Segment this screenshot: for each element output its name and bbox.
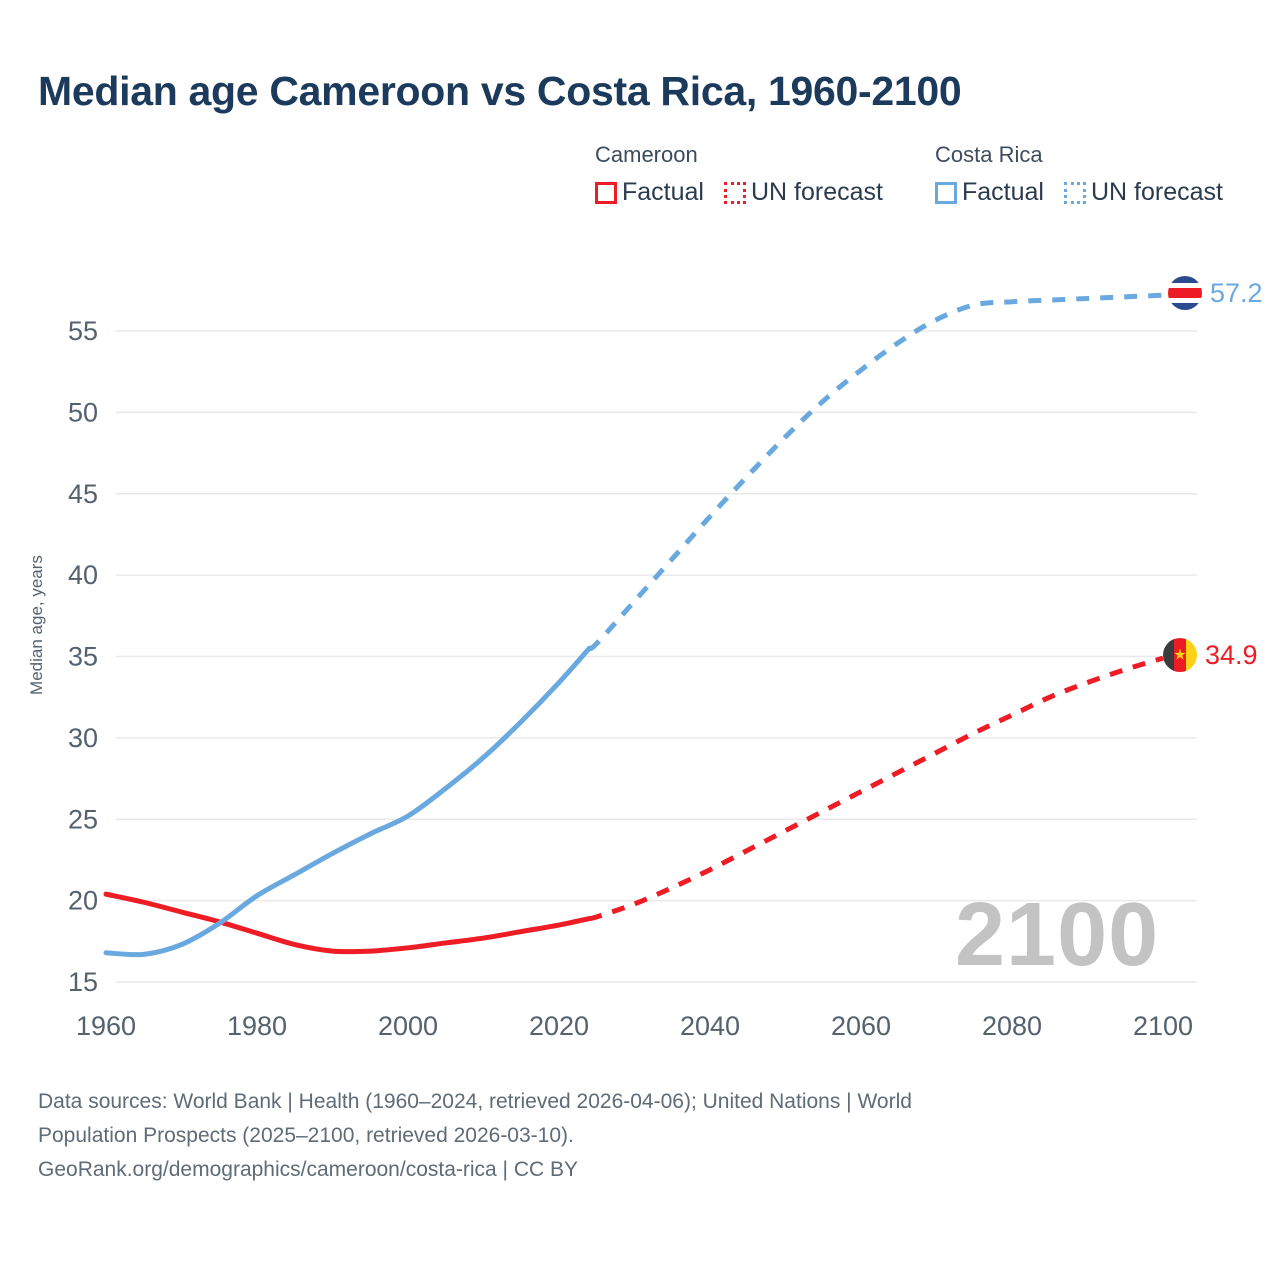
forecast-line xyxy=(587,292,1164,652)
series-cameroon xyxy=(103,655,1164,955)
y-tick-label: 50 xyxy=(68,397,98,427)
y-tick-label: 20 xyxy=(68,886,98,916)
footer-line-2: Population Prospects (2025–2100, retriev… xyxy=(38,1124,574,1147)
legend-item-costa-rica-forecast[interactable]: UN forecast xyxy=(1063,178,1223,206)
forecast-line xyxy=(588,655,1164,922)
year-watermark: 2100 xyxy=(955,885,1160,985)
legend-group-costa-rica: Costa Rica Factual UN forecast xyxy=(935,142,1223,205)
series-costa-rica xyxy=(103,292,1164,958)
legend-item-costa-rica-factual[interactable]: Factual xyxy=(935,180,1044,205)
y-tick-label: 30 xyxy=(68,723,98,753)
y-tick-label: 25 xyxy=(68,804,98,834)
y-tick-label: 15 xyxy=(68,967,98,997)
factual-line xyxy=(103,645,592,958)
end-label-costa-rica: 57.2 xyxy=(1168,276,1263,310)
x-tick-labels: 1960 1980 2000 2020 2040 2060 2080 2100 xyxy=(76,1011,1193,1041)
legend-label-cameroon-factual: Factual xyxy=(622,178,704,206)
x-tick-label: 2060 xyxy=(831,1011,891,1041)
x-tick-label: 2000 xyxy=(378,1011,438,1041)
legend-item-cameroon-factual[interactable]: Factual xyxy=(595,180,704,205)
cameroon-flag-icon: ★ xyxy=(1163,638,1197,672)
factual-line xyxy=(103,891,592,955)
x-tick-label: 1980 xyxy=(227,1011,287,1041)
y-tick-label: 55 xyxy=(68,316,98,346)
y-tick-label: 40 xyxy=(68,560,98,590)
legend-label-costa-rica-forecast: UN forecast xyxy=(1090,178,1223,206)
star-icon: ★ xyxy=(1173,646,1187,664)
end-label-cameroon: ★ 34.9 xyxy=(1163,638,1258,672)
y-axis-title: Median age, years xyxy=(27,555,46,695)
legend-swatch-dotted-icon xyxy=(723,181,746,204)
x-tick-label: 2040 xyxy=(680,1011,740,1041)
y-gridlines: 15 20 25 30 35 40 45 50 55 xyxy=(68,316,1197,997)
costa-rica-flag-icon xyxy=(1168,276,1202,310)
end-value-costa-rica: 57.2 xyxy=(1210,277,1263,308)
legend-group-cameroon: Cameroon Factual UN forecast xyxy=(595,142,883,205)
legend-swatch-dotted-icon xyxy=(1063,181,1086,204)
plot-svg: 15 20 25 30 35 40 45 50 55 1960 1980 2000 2020 2040 20… xyxy=(68,292,1197,1041)
x-tick-label: 2100 xyxy=(1133,1011,1193,1041)
x-tick-label: 2080 xyxy=(982,1011,1042,1041)
legend-swatch-solid-icon xyxy=(595,181,617,204)
legend-swatch-solid-icon xyxy=(935,181,957,204)
plot-area: 15 20 25 30 35 40 45 50 55 1960 1980 2000 2020 2040 20… xyxy=(27,292,1197,1041)
legend-country-name-cameroon: Cameroon xyxy=(595,142,698,167)
page-title: Median age Cameroon vs Costa Rica, 1960-… xyxy=(38,68,962,114)
y-tick-label: 45 xyxy=(68,479,98,509)
footer-sources: Data sources: World Bank | Health (1960–… xyxy=(38,1085,1238,1187)
end-value-cameroon: 34.9 xyxy=(1205,639,1258,670)
footer-line-3: GeoRank.org/demographics/cameroon/costa-… xyxy=(38,1158,579,1181)
legend-label-cameroon-forecast: UN forecast xyxy=(750,178,883,206)
chart-legend: Cameroon Factual UN forecast Costa Rica … xyxy=(595,142,1255,222)
legend-country-name-costa-rica: Costa Rica xyxy=(935,142,1043,167)
x-tick-label: 2020 xyxy=(529,1011,589,1041)
y-tick-label: 35 xyxy=(68,642,98,672)
legend-label-costa-rica-factual: Factual xyxy=(962,178,1044,206)
x-tick-label: 1960 xyxy=(76,1011,136,1041)
footer-line-1: Data sources: World Bank | Health (1960–… xyxy=(38,1090,912,1113)
legend-item-cameroon-forecast[interactable]: UN forecast xyxy=(723,178,883,206)
